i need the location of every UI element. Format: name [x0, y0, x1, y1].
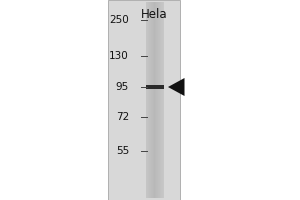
Bar: [155, 2, 156, 198]
Bar: [151, 2, 152, 198]
Bar: [149, 2, 150, 198]
Text: 250: 250: [109, 15, 129, 25]
Bar: [157, 2, 158, 198]
Bar: [154, 2, 155, 198]
Bar: [146, 85, 164, 89]
Bar: [162, 2, 163, 198]
Bar: [160, 2, 161, 198]
Bar: [150, 2, 151, 198]
Bar: [159, 2, 160, 198]
Text: 72: 72: [116, 112, 129, 122]
Bar: [156, 2, 157, 198]
Bar: [108, 0, 180, 200]
Bar: [146, 2, 147, 198]
Text: 95: 95: [116, 82, 129, 92]
Bar: [147, 2, 148, 198]
Text: 130: 130: [109, 51, 129, 61]
Text: Hela: Hela: [141, 8, 168, 21]
Bar: [148, 2, 149, 198]
Bar: [153, 2, 154, 198]
Polygon shape: [168, 78, 184, 96]
Text: 55: 55: [116, 146, 129, 156]
Bar: [161, 2, 162, 198]
Bar: [152, 2, 153, 198]
Bar: [158, 2, 159, 198]
Bar: [163, 2, 164, 198]
